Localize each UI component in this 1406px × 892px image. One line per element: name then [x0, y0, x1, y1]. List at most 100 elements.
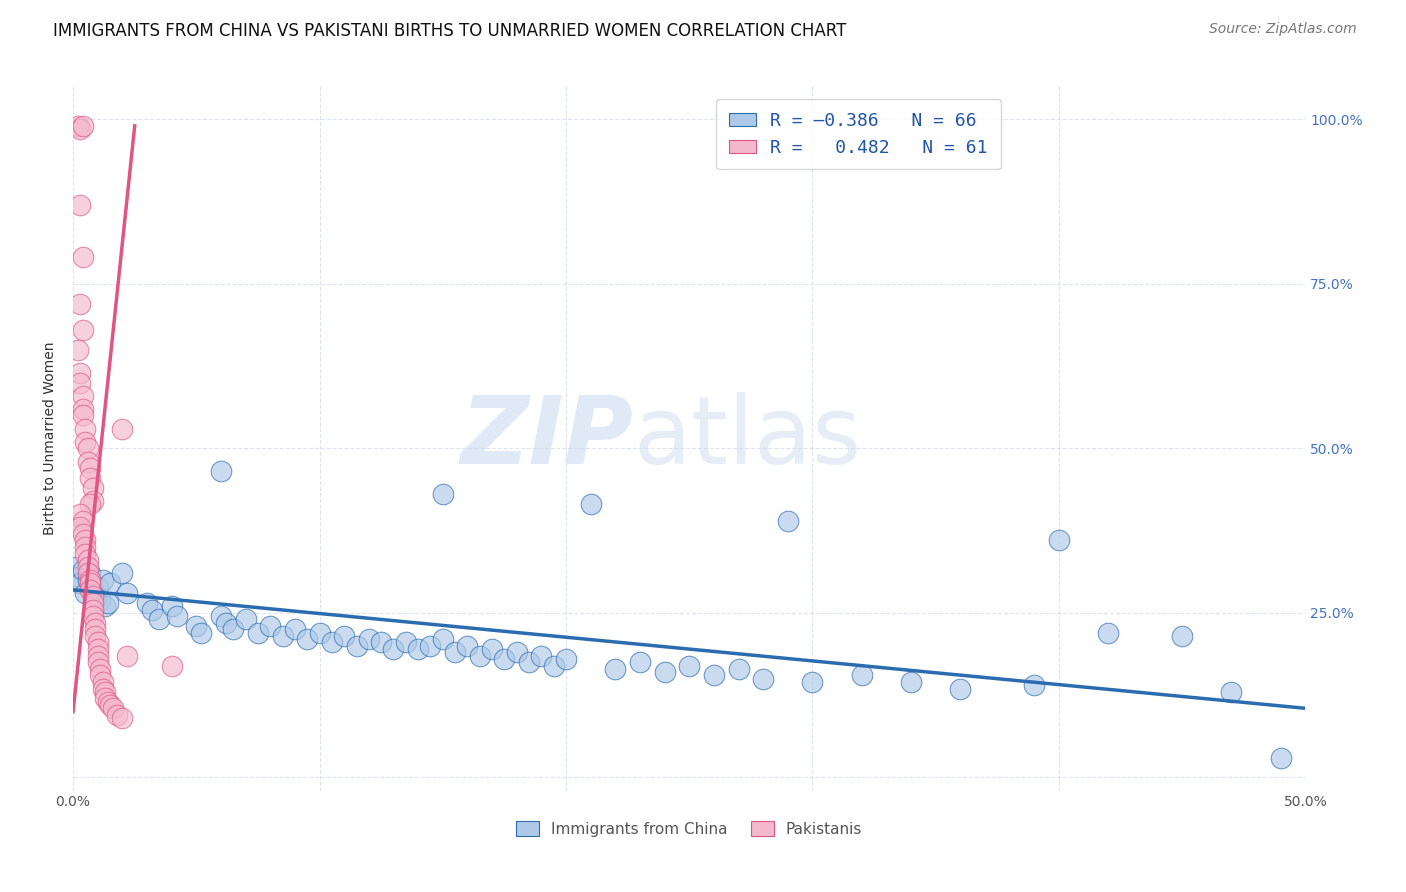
- Point: [752, 672, 775, 686]
- Point: [82, 494, 104, 508]
- Point: [346, 639, 368, 653]
- Point: [321, 635, 343, 649]
- Point: [69, 376, 91, 390]
- Point: [308, 625, 330, 640]
- Point: [79, 582, 101, 597]
- Point: [82, 609, 104, 624]
- Point: [900, 675, 922, 690]
- Point: [1171, 629, 1194, 643]
- Point: [72, 563, 94, 577]
- Point: [481, 642, 503, 657]
- Point: [94, 599, 117, 614]
- Point: [98, 698, 121, 712]
- Point: [72, 514, 94, 528]
- Point: [284, 623, 307, 637]
- Point: [72, 323, 94, 337]
- Point: [77, 559, 100, 574]
- Point: [432, 632, 454, 647]
- Point: [801, 675, 824, 690]
- Point: [69, 198, 91, 212]
- Point: [79, 497, 101, 511]
- Point: [69, 520, 91, 534]
- Point: [297, 632, 319, 647]
- Text: atlas: atlas: [634, 392, 862, 484]
- Point: [72, 409, 94, 423]
- Point: [75, 533, 97, 548]
- Point: [851, 668, 873, 682]
- Point: [395, 635, 418, 649]
- Point: [678, 658, 700, 673]
- Point: [382, 642, 405, 657]
- Point: [69, 576, 91, 591]
- Point: [66, 343, 89, 357]
- Point: [72, 527, 94, 541]
- Point: [84, 615, 107, 630]
- Point: [1270, 750, 1292, 764]
- Point: [166, 609, 188, 624]
- Point: [605, 662, 627, 676]
- Legend: Immigrants from China, Pakistanis: Immigrants from China, Pakistanis: [510, 814, 869, 843]
- Point: [160, 599, 183, 614]
- Point: [91, 681, 114, 696]
- Point: [97, 695, 120, 709]
- Point: [141, 602, 163, 616]
- Point: [77, 454, 100, 468]
- Point: [517, 655, 540, 669]
- Point: [235, 612, 257, 626]
- Point: [75, 586, 97, 600]
- Point: [949, 681, 972, 696]
- Point: [82, 602, 104, 616]
- Point: [370, 635, 392, 649]
- Point: [543, 658, 565, 673]
- Text: IMMIGRANTS FROM CHINA VS PAKISTANI BIRTHS TO UNMARRIED WOMEN CORRELATION CHART: IMMIGRANTS FROM CHINA VS PAKISTANI BIRTH…: [53, 22, 846, 40]
- Point: [406, 642, 429, 657]
- Point: [89, 592, 111, 607]
- Point: [1097, 625, 1119, 640]
- Point: [555, 652, 578, 666]
- Point: [69, 507, 91, 521]
- Point: [160, 658, 183, 673]
- Point: [87, 580, 110, 594]
- Point: [215, 615, 238, 630]
- Point: [87, 648, 110, 663]
- Point: [530, 648, 553, 663]
- Point: [87, 655, 110, 669]
- Point: [654, 665, 676, 679]
- Point: [98, 576, 121, 591]
- Point: [579, 497, 602, 511]
- Point: [111, 421, 134, 435]
- Text: Source: ZipAtlas.com: Source: ZipAtlas.com: [1209, 22, 1357, 37]
- Point: [209, 464, 232, 478]
- Point: [432, 487, 454, 501]
- Y-axis label: Births to Unmarried Women: Births to Unmarried Women: [44, 342, 58, 535]
- Point: [259, 619, 281, 633]
- Point: [117, 648, 139, 663]
- Point: [444, 645, 467, 659]
- Point: [79, 566, 101, 581]
- Point: [271, 629, 294, 643]
- Point: [107, 707, 129, 722]
- Point: [494, 652, 516, 666]
- Point: [1024, 678, 1046, 692]
- Point: [72, 401, 94, 416]
- Point: [246, 625, 269, 640]
- Point: [186, 619, 208, 633]
- Point: [94, 685, 117, 699]
- Point: [91, 675, 114, 690]
- Point: [84, 590, 107, 604]
- Point: [79, 461, 101, 475]
- Point: [84, 629, 107, 643]
- Point: [1220, 685, 1243, 699]
- Point: [419, 639, 441, 653]
- Point: [82, 590, 104, 604]
- Point: [101, 701, 124, 715]
- Point: [82, 582, 104, 597]
- Point: [87, 642, 110, 657]
- Point: [111, 711, 134, 725]
- Point: [506, 645, 529, 659]
- Point: [111, 566, 134, 581]
- Point: [628, 655, 651, 669]
- Point: [703, 668, 725, 682]
- Point: [77, 553, 100, 567]
- Point: [357, 632, 380, 647]
